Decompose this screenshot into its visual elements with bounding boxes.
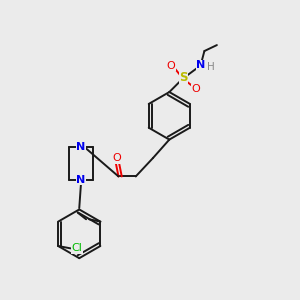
Text: O: O bbox=[112, 153, 121, 163]
Text: N: N bbox=[76, 142, 86, 152]
Text: N: N bbox=[196, 60, 206, 70]
Text: O: O bbox=[167, 61, 176, 71]
Text: O: O bbox=[191, 84, 200, 94]
Text: N: N bbox=[76, 175, 86, 185]
Text: H: H bbox=[207, 62, 214, 72]
Text: Cl: Cl bbox=[72, 243, 83, 254]
Text: S: S bbox=[179, 71, 188, 84]
